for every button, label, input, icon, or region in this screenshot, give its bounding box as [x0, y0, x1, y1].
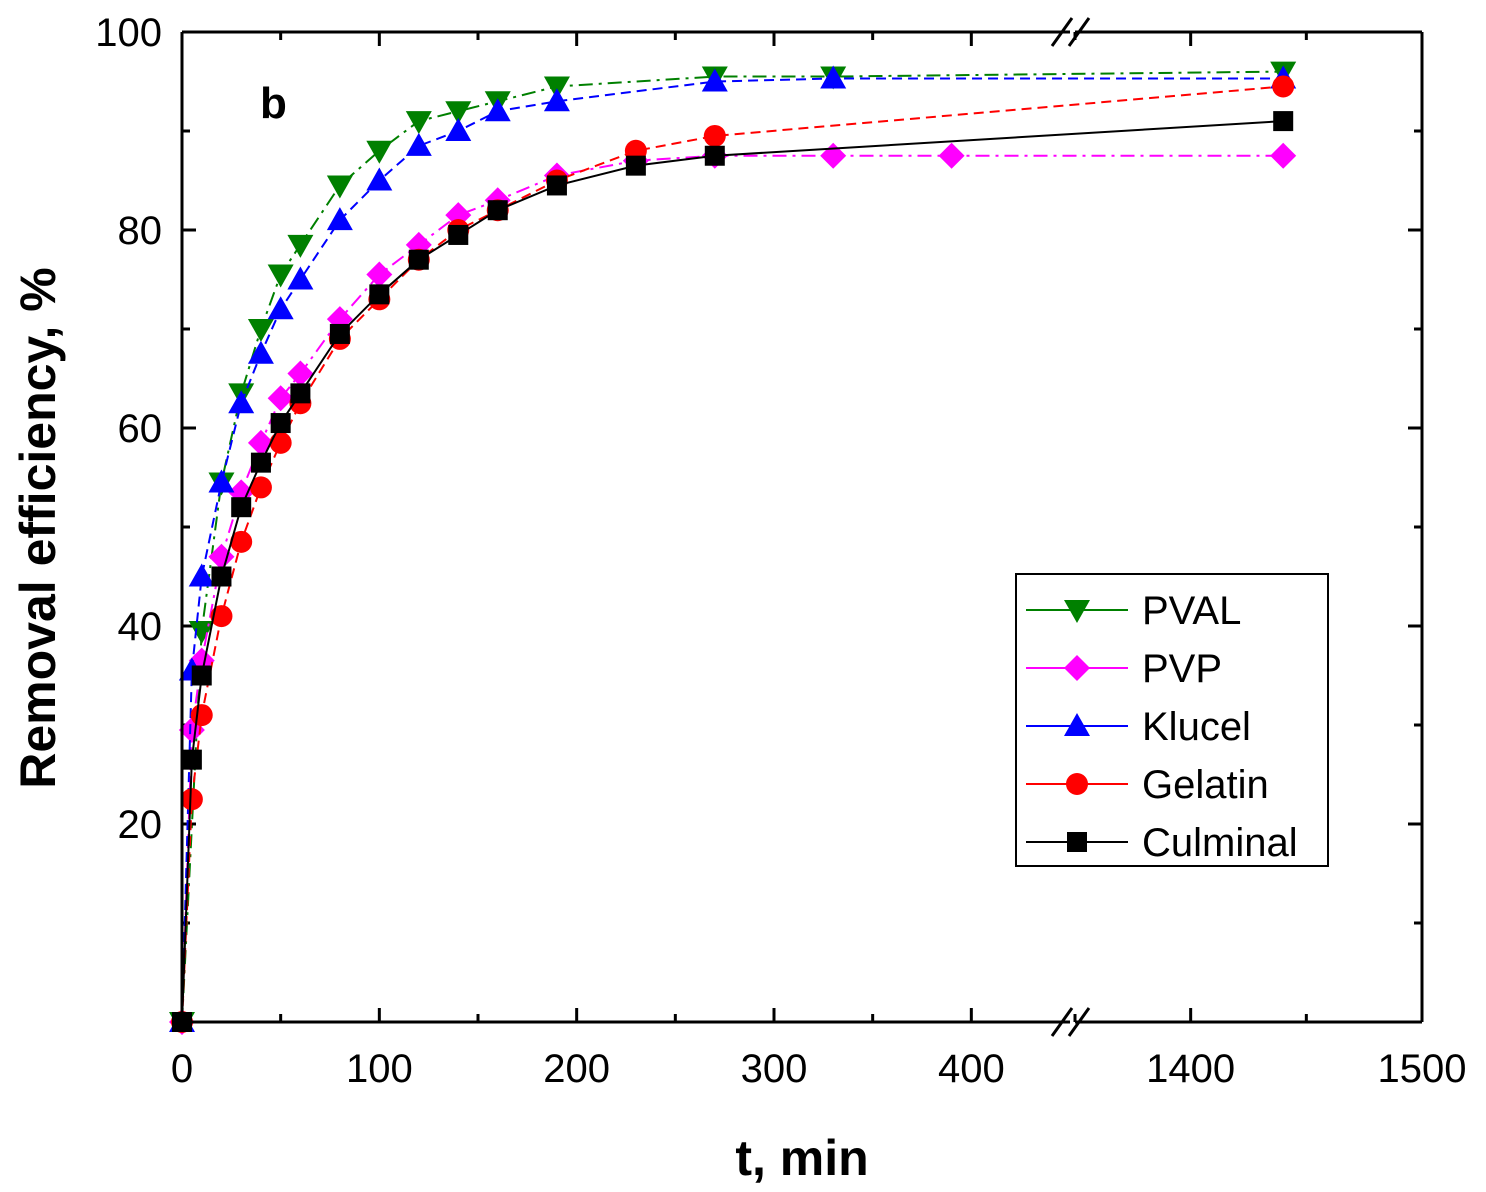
legend-label-culminal: Culminal [1142, 821, 1298, 865]
top-axis-break-mark-2 [1067, 17, 1091, 47]
series-line-culminal [181, 120, 1284, 1023]
y-tick-label: 40 [118, 605, 163, 649]
legend-label-gelatin: Gelatin [1142, 763, 1269, 807]
data-point-klucel [228, 390, 255, 414]
series-pval [169, 61, 1297, 1035]
data-point-gelatin [1272, 75, 1295, 98]
legend-marker-pval [1064, 600, 1090, 623]
series-culminal [172, 111, 1294, 1032]
data-point-pvp [287, 360, 314, 387]
data-point-culminal [329, 323, 350, 344]
data-point-pval [326, 175, 353, 199]
data-point-gelatin [210, 605, 233, 628]
legend-label-pval: PVAL [1142, 589, 1241, 633]
top-axis-break-mark-1 [1050, 17, 1074, 47]
series-klucel [169, 65, 1297, 1032]
data-point-culminal [408, 249, 429, 270]
data-point-gelatin [249, 476, 272, 499]
data-point-pvp [1270, 142, 1297, 169]
data-point-gelatin [269, 431, 292, 454]
x-tick-label: 300 [741, 1047, 808, 1091]
x-tick-label: 200 [543, 1047, 610, 1091]
data-point-pval [445, 101, 472, 125]
data-point-pval [247, 319, 274, 342]
x-tick-label: 100 [346, 1047, 413, 1091]
data-point-gelatin [703, 124, 726, 147]
data-point-klucel [405, 132, 432, 156]
series-layer [169, 61, 1297, 1035]
bottom-axis-break-mark-2 [1067, 1007, 1091, 1037]
data-point-pval [405, 111, 432, 135]
data-point-culminal [290, 383, 311, 404]
y-axis-title: Removal efficiency, % [10, 267, 66, 789]
data-point-klucel [247, 340, 274, 364]
y-tick-label: 20 [118, 803, 163, 847]
x-axis-title: t, min [735, 1130, 868, 1186]
data-point-culminal [211, 566, 232, 587]
data-point-klucel [820, 65, 847, 89]
legend-label-pvp: PVP [1142, 647, 1222, 691]
data-point-culminal [704, 145, 725, 166]
plot-frame [180, 17, 1424, 1037]
data-point-culminal [448, 224, 469, 245]
y-tick-label: 60 [118, 407, 163, 451]
data-point-gelatin [180, 788, 203, 811]
series-line-pval [181, 70, 1284, 1023]
legend-marker-klucel [1064, 713, 1090, 736]
tick-labels: 20 40 60 80 100 0 100 200 300 400 1400 1500 [95, 11, 1466, 1091]
data-point-klucel [287, 266, 314, 290]
data-point-klucel [208, 469, 235, 493]
legend: PVAL PVP Klucel Gelatin Culminal [1015, 573, 1329, 867]
data-point-pval [543, 76, 570, 100]
data-point-klucel [445, 118, 472, 141]
data-point-gelatin [230, 530, 253, 553]
data-point-culminal [191, 665, 212, 686]
data-point-pvp [366, 261, 393, 288]
x-tick-label: 1400 [1146, 1047, 1235, 1091]
data-point-klucel [366, 167, 393, 191]
data-point-pvp [820, 142, 847, 169]
data-point-klucel [267, 296, 294, 320]
x-tick-label: 0 [171, 1047, 193, 1091]
y-tick-label: 80 [118, 209, 163, 253]
bottom-axis-break-mark-1 [1050, 1007, 1074, 1037]
legend-box [1015, 573, 1329, 867]
data-point-culminal [369, 284, 390, 305]
x-tick-label: 400 [938, 1047, 1005, 1091]
legend-marker-culminal [1067, 832, 1087, 852]
data-point-pvp [938, 142, 965, 169]
data-point-culminal [1273, 111, 1294, 132]
data-point-pval [287, 234, 314, 258]
data-point-gelatin [190, 704, 213, 727]
axis-ticks [180, 30, 1424, 1022]
x-tick-label: 1500 [1378, 1047, 1467, 1091]
data-point-pval [366, 140, 393, 164]
legend-marker-pvp [1064, 655, 1090, 681]
data-point-culminal [250, 452, 271, 473]
data-point-culminal [487, 200, 508, 221]
data-point-klucel [484, 98, 511, 122]
data-point-klucel [188, 563, 215, 587]
data-point-pvp [267, 385, 294, 412]
data-point-klucel [701, 68, 728, 92]
data-point-pval [267, 264, 294, 288]
legend-label-klucel: Klucel [1142, 705, 1251, 749]
data-point-culminal [546, 175, 567, 196]
data-point-klucel [543, 88, 570, 112]
legend-marker-gelatin [1066, 773, 1088, 795]
data-point-culminal [625, 155, 646, 176]
data-point-culminal [231, 497, 252, 518]
data-point-culminal [270, 413, 291, 434]
panel-label: b [260, 79, 287, 128]
data-point-culminal [181, 749, 202, 770]
data-point-pval [188, 620, 215, 644]
y-tick-label: 100 [95, 11, 162, 55]
data-point-klucel [326, 207, 353, 231]
